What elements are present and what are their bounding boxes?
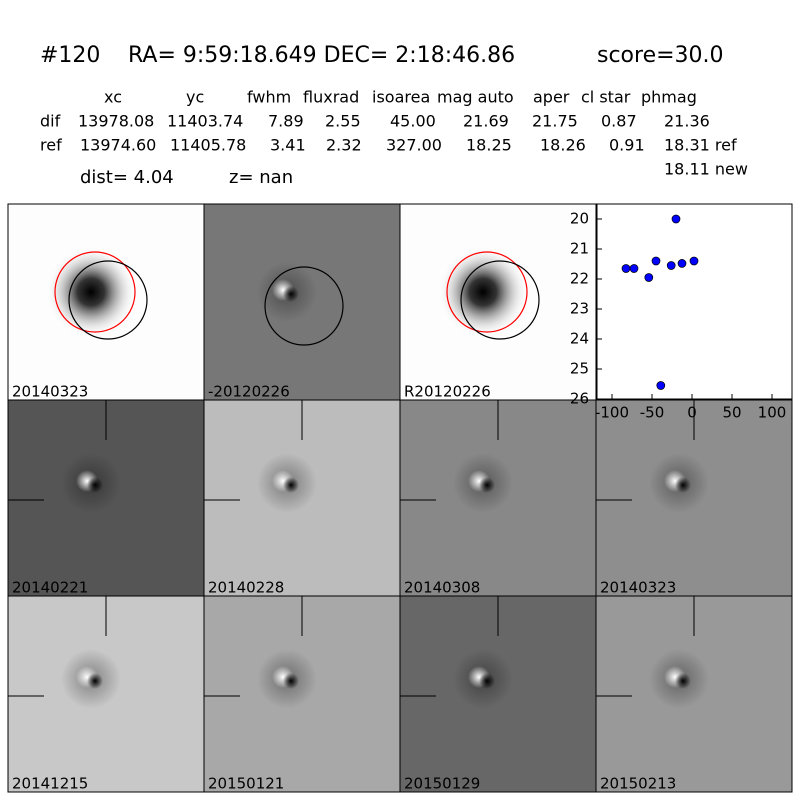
- column-header: fwhm: [247, 88, 291, 107]
- new-phmag: 18.11 new: [664, 160, 748, 179]
- cell: 7.89: [268, 112, 304, 131]
- image-tile: 20150213: [595, 595, 793, 793]
- source: [438, 247, 528, 337]
- tile-label: 20140228: [208, 579, 284, 597]
- image-tile: -20120226: [203, 203, 401, 401]
- y-tick-label: 23: [570, 300, 589, 318]
- cell: 0.87: [601, 112, 637, 131]
- image-tile: 20140308: [399, 399, 597, 597]
- row-label: ref: [40, 136, 62, 155]
- cell: 21.69: [463, 112, 509, 131]
- cell: 0.91: [609, 136, 645, 155]
- point: [651, 256, 661, 266]
- negative-lobe: [675, 477, 691, 493]
- column-header: fluxrad: [303, 88, 359, 107]
- image-tile: 20140221: [7, 399, 205, 597]
- cell: 13974.60: [80, 136, 156, 155]
- tile-label: 20140221: [12, 579, 88, 597]
- y-tick-label: 20: [570, 210, 589, 228]
- point: [629, 264, 639, 273]
- negative-lobe: [283, 673, 299, 689]
- cell: 21.36: [664, 112, 710, 131]
- tile-label: 20141215: [12, 775, 88, 793]
- column-header: mag auto: [437, 88, 514, 107]
- image-tile: 20150121: [203, 595, 401, 793]
- tile-label: 20150213: [600, 775, 676, 793]
- cell: 18.26: [540, 136, 586, 155]
- cell: 45.00: [390, 112, 436, 131]
- point: [671, 214, 681, 224]
- cell: 13978.08: [78, 112, 154, 131]
- point: [656, 381, 666, 390]
- ref-circle: [54, 251, 136, 333]
- x-tick-label: -100: [595, 404, 629, 422]
- x-tick-label: 50: [722, 404, 741, 422]
- column-header: aper: [533, 88, 570, 107]
- tile-label: 20150129: [404, 775, 480, 793]
- column-header: isoarea: [372, 88, 430, 107]
- negative-lobe: [87, 477, 103, 493]
- score: score=30.0: [597, 43, 724, 68]
- point: [677, 259, 687, 268]
- tile-label: 20140323: [12, 383, 88, 401]
- image-tile: 20150129: [399, 595, 597, 793]
- dist: dist= 4.04: [80, 167, 174, 188]
- plot-area: [596, 203, 793, 400]
- cell: 11403.74: [167, 112, 243, 131]
- column-header: xc: [104, 88, 122, 107]
- y-tick-label: 22: [570, 270, 589, 288]
- cell: 18.25: [466, 136, 512, 155]
- x-tick-label: -50: [640, 404, 665, 422]
- column-header: yc: [186, 88, 204, 107]
- negative-lobe: [675, 673, 691, 689]
- negative-lobe: [87, 673, 103, 689]
- z: z= nan: [229, 167, 293, 188]
- image-tile: 20141215: [7, 595, 205, 793]
- cell: 2.55: [325, 112, 361, 131]
- x-tick-label: 0: [687, 404, 697, 422]
- negative-lobe: [479, 673, 495, 689]
- column-header: phmag: [641, 88, 697, 107]
- y-tick-label: 25: [570, 360, 589, 378]
- det-circle: [460, 260, 540, 340]
- cell: 21.75: [532, 112, 578, 131]
- x-tick-label: 100: [758, 404, 787, 422]
- cell: 3.41: [270, 136, 306, 155]
- cell: 18.31 ref: [664, 136, 737, 155]
- y-tick-label: 26: [570, 390, 589, 408]
- point: [644, 273, 654, 282]
- cell: 327.00: [386, 136, 442, 155]
- tile-label: 20150121: [208, 775, 284, 793]
- y-tick-label: 24: [570, 330, 589, 348]
- cell: 2.32: [326, 136, 362, 155]
- ref-circle: [446, 251, 528, 333]
- row-label: dif: [40, 112, 61, 131]
- y-tick-label: 21: [570, 240, 589, 258]
- candidate-id: #120: [40, 43, 100, 68]
- negative-lobe: [283, 286, 299, 302]
- tile-label: 20140323: [600, 579, 676, 597]
- source: [46, 247, 136, 337]
- column-header: cl star: [581, 88, 631, 107]
- image-tile: 20140323: [595, 399, 793, 597]
- point: [666, 261, 676, 270]
- negative-lobe: [283, 477, 299, 493]
- image-tile: 20140323: [7, 203, 205, 401]
- det-circle: [264, 266, 344, 346]
- image-tile: R20120226: [399, 203, 597, 401]
- tile-label: R20120226: [404, 383, 491, 401]
- tile-label: 20140308: [404, 579, 480, 597]
- point: [689, 256, 699, 266]
- image-tile: 20140228: [203, 399, 401, 597]
- det-circle: [68, 260, 148, 340]
- negative-lobe: [479, 477, 495, 493]
- coordinates: RA= 9:59:18.649 DEC= 2:18:46.86: [128, 43, 515, 68]
- cell: 11405.78: [170, 136, 246, 155]
- point: [621, 264, 631, 273]
- tile-label: -20120226: [208, 383, 290, 401]
